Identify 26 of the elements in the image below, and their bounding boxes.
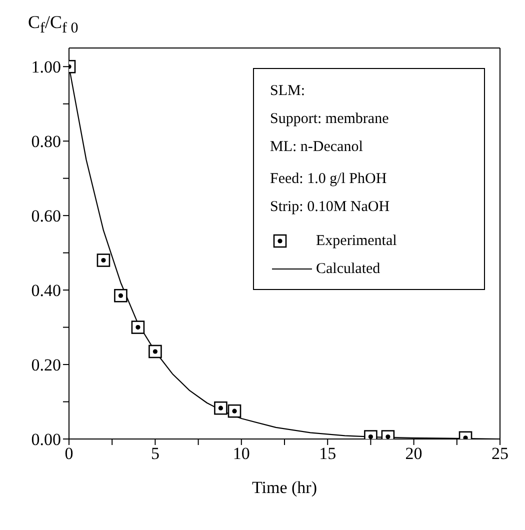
y-tick-label: 0.20 (31, 356, 61, 375)
x-tick-label: 10 (232, 444, 250, 464)
y-axis-title: C$_{f}$/C$_{f 0}$ (28, 12, 78, 38)
y-tick-label: 0.40 (31, 281, 61, 300)
y-tick-label: 0.80 (31, 132, 61, 152)
annotation: Support: membrane (270, 110, 390, 129)
x-tick-label: 5 (150, 444, 160, 464)
annotation: ML: n-Decanol (270, 138, 364, 157)
point (214, 401, 228, 415)
point (131, 320, 145, 334)
x-tick-label: 0 (64, 444, 74, 464)
x-axis-title: Time (hr) (252, 478, 318, 497)
annotation: Feed: 1.0 g/l PhOH (270, 170, 388, 189)
x-tick-label: 20 (405, 444, 422, 464)
y-tick-label: 0.00 (31, 430, 61, 450)
x-tick-label: 15 (319, 444, 336, 464)
legend-label: Calculated (316, 260, 380, 279)
point (96, 254, 110, 267)
legend-label: Experimental (316, 232, 397, 251)
annotation: Strip: 0.10M NaOH (270, 198, 391, 217)
y-tick-label: 1.00 (31, 58, 61, 77)
point (114, 288, 128, 302)
y-tick-label: 0.60 (31, 206, 61, 226)
x-tick-label: 25 (492, 444, 508, 464)
annotation: SLM: (270, 82, 306, 101)
point (228, 404, 242, 418)
